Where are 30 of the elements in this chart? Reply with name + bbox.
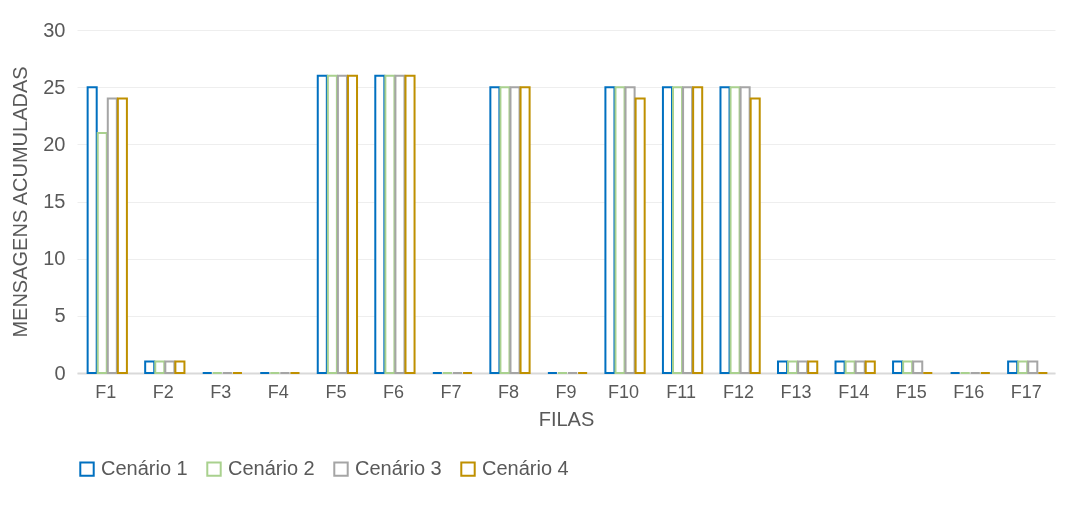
y-tick-label: 25 bbox=[43, 75, 66, 98]
x-tick-label: F7 bbox=[440, 381, 462, 402]
x-tick-label: F15 bbox=[895, 381, 927, 402]
y-tick-label: 20 bbox=[43, 132, 66, 155]
legend-label: Cenário 3 bbox=[355, 457, 442, 480]
x-axis-title: FILAS bbox=[538, 407, 595, 430]
x-tick-label: F1 bbox=[95, 381, 117, 402]
x-tick-label: F13 bbox=[780, 381, 812, 402]
x-tick-label: F17 bbox=[1010, 381, 1042, 402]
x-tick-label: F14 bbox=[838, 381, 870, 402]
y-tick-label: 0 bbox=[54, 361, 66, 384]
x-tick-label: F4 bbox=[267, 381, 289, 402]
x-tick-label: F9 bbox=[555, 381, 577, 402]
x-tick-label: F3 bbox=[210, 381, 232, 402]
x-tick-label: F11 bbox=[666, 381, 696, 402]
legend-label: Cenário 2 bbox=[228, 457, 315, 480]
x-tick-label: F8 bbox=[497, 381, 519, 402]
legend-label: Cenário 1 bbox=[101, 457, 188, 480]
x-tick-label: F5 bbox=[325, 381, 347, 402]
x-tick-label: F10 bbox=[608, 381, 640, 402]
x-tick-label: F2 bbox=[152, 381, 174, 402]
x-tick-label: F6 bbox=[382, 381, 404, 402]
x-tick-label: F12 bbox=[723, 381, 755, 402]
y-tick-label: 5 bbox=[54, 304, 66, 327]
y-tick-label: 10 bbox=[43, 247, 66, 270]
y-tick-label: 30 bbox=[43, 18, 66, 41]
legend-label: Cenário 4 bbox=[482, 457, 569, 480]
y-axis-title: MENSAGENS ACUMULADAS bbox=[9, 66, 32, 338]
y-tick-label: 15 bbox=[43, 190, 66, 212]
x-tick-label: F16 bbox=[953, 381, 985, 402]
